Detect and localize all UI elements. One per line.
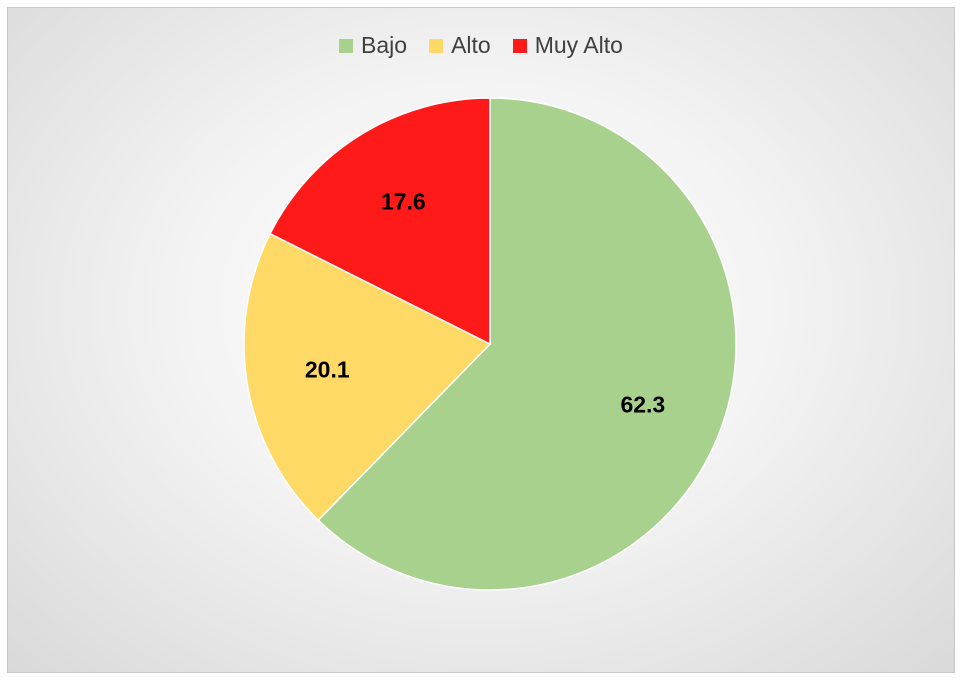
- chart-area: Bajo Alto Muy Alto 62.3 20.1 17.6: [7, 7, 955, 673]
- legend-item-bajo: Bajo: [339, 32, 407, 59]
- data-label-alto: 20.1: [305, 356, 350, 382]
- legend-label-bajo: Bajo: [361, 32, 408, 58]
- pie-chart: 62.3 20.1 17.6: [243, 97, 737, 591]
- legend-item-muy-alto: Muy Alto: [512, 32, 623, 59]
- data-label-bajo: 62.3: [620, 391, 665, 417]
- pie-slice-bajo: [317, 97, 737, 591]
- pie-slice-muy-alto: [269, 97, 491, 346]
- legend-label-muy-alto: Muy Alto: [534, 32, 623, 58]
- legend: Bajo Alto Muy Alto: [8, 32, 954, 59]
- legend-swatch-bajo: [339, 38, 354, 53]
- legend-swatch-alto: [429, 38, 444, 53]
- legend-label-alto: Alto: [451, 32, 491, 58]
- pie-slice-alto: [243, 232, 492, 522]
- legend-item-alto: Alto: [429, 32, 491, 59]
- legend-swatch-muy-alto: [512, 38, 527, 53]
- data-label-muy-alto: 17.6: [381, 189, 426, 215]
